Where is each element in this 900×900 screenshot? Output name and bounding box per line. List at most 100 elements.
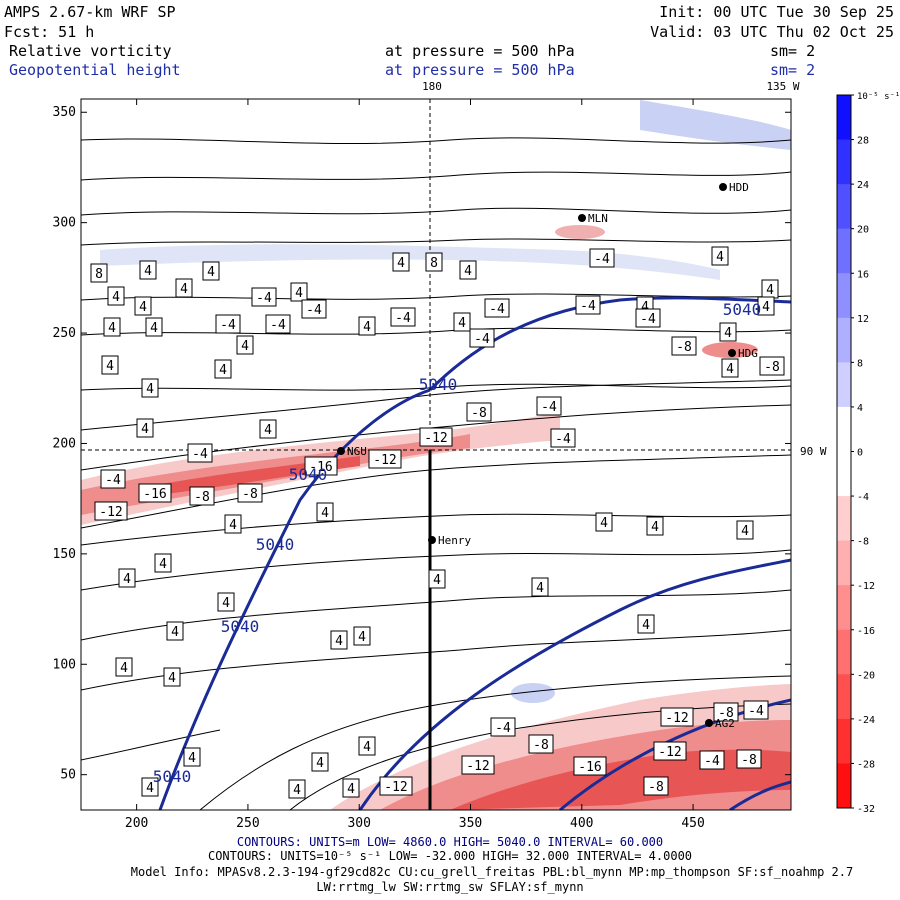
height-contour-label: 5040 <box>289 465 328 484</box>
contour-label-value: 4 <box>766 283 774 298</box>
station-dot <box>728 349 736 357</box>
contour-label: 4 <box>342 778 360 798</box>
contour-label-value: 4 <box>600 516 608 531</box>
field2-name: Geopotential height <box>9 61 181 79</box>
colorbar-segment <box>837 184 851 230</box>
colorbar-segment <box>837 95 851 141</box>
station-dot <box>428 536 436 544</box>
contour-label-box <box>428 569 446 589</box>
contour-label: 4 <box>183 747 201 767</box>
contour-label-value: -4 <box>220 318 236 333</box>
contour-label: 4 <box>721 358 739 378</box>
contour-label: -4 <box>536 396 562 416</box>
contour-label: -4 <box>390 307 416 327</box>
contour-label: 4 <box>103 317 121 337</box>
contour-label-box <box>390 307 416 327</box>
contour-label-value: 4 <box>159 557 167 572</box>
contour-label: -8 <box>713 702 739 722</box>
contour-label-value: 4 <box>397 256 405 271</box>
contour-label-box <box>358 316 376 336</box>
contour-label-box <box>94 501 128 521</box>
vorticity-blob-mln <box>555 225 605 239</box>
contour-label-box <box>107 286 125 306</box>
colorbar-tick-label: -28 <box>857 759 875 770</box>
contour-label: -8 <box>643 776 669 796</box>
station-marker: HDD <box>719 181 749 194</box>
colorbar-tick-label: 0 <box>857 448 863 459</box>
colorbar-segment <box>837 496 851 542</box>
colorbar-tick-label: 16 <box>857 269 869 280</box>
contour-label-value: -16 <box>143 487 166 502</box>
contour-label-value: -4 <box>105 473 121 488</box>
contour-label-value: -4 <box>580 299 596 314</box>
contour-label-box <box>721 358 739 378</box>
contour-label-box <box>469 328 495 348</box>
contour-label-value: 8 <box>95 267 103 282</box>
contour-label: 4 <box>141 777 159 797</box>
contour-label: 4 <box>290 282 308 302</box>
height-contour-label: 5040 <box>419 375 458 394</box>
contour-label: 4 <box>175 278 193 298</box>
contour-label-value: -4 <box>489 302 505 317</box>
contour-label: 4 <box>311 752 329 772</box>
colorbar-segment <box>837 317 851 363</box>
contour-label: 4 <box>259 419 277 439</box>
contour-label-value: 4 <box>112 290 120 305</box>
vorticity-positive-blob <box>511 683 555 703</box>
y-tick-label: 100 <box>53 657 76 672</box>
contour-label-box <box>368 449 402 469</box>
station-dot <box>578 214 586 222</box>
contour-label-value: 4 <box>141 422 149 437</box>
contour-label-value: 4 <box>150 321 158 336</box>
contour-label-box <box>224 514 242 534</box>
height-contour-label: 5040 <box>221 617 260 636</box>
y-tick-label: 150 <box>53 547 76 562</box>
contour-label-box <box>595 512 613 532</box>
contour-label-box <box>461 755 495 775</box>
contour-label: 4 <box>288 779 306 799</box>
contour-label: 4 <box>163 667 181 687</box>
colorbar-tick-label: -20 <box>857 670 875 681</box>
x-tick-label: 450 <box>681 816 704 831</box>
contour-label-value: 4 <box>264 423 272 438</box>
contour-label-box <box>304 456 338 476</box>
colorbar-tick-label: -8 <box>857 537 869 548</box>
contour-label-box <box>154 553 172 573</box>
contour-label: 4 <box>719 322 737 342</box>
station-label: NGU <box>347 445 367 458</box>
contour-label-value: -4 <box>555 432 571 447</box>
contour-label: 4 <box>459 260 477 280</box>
y-tick-label: 50 <box>60 768 76 783</box>
contour-label: 4 <box>428 569 446 589</box>
contour-label-box <box>671 336 697 356</box>
height-contours <box>158 296 791 810</box>
contour-label-value: 4 <box>762 300 770 315</box>
contour-label-value: -8 <box>741 753 757 768</box>
contour-label-value: 4 <box>741 524 749 539</box>
contour-labels: 4-4 4 44 -4 -4 44 4 48 4 44 84-4 44-4-4 44 4 -4 -4-4-44… <box>90 246 785 799</box>
contour-label: 4 <box>134 296 152 316</box>
contour-label-value: -4 <box>306 303 322 318</box>
contour-label: -4 <box>743 700 769 720</box>
contour-label-value: 4 <box>146 781 154 796</box>
contour-label-box <box>236 335 254 355</box>
contour-label-value: 4 <box>651 520 659 535</box>
contour-label: 4 <box>316 502 334 522</box>
contour-label-box <box>301 299 327 319</box>
contour-label-value: -4 <box>594 252 610 267</box>
contour-label-box <box>175 278 193 298</box>
contour-label-value: 4 <box>108 321 116 336</box>
contour-label-value: 4 <box>146 382 154 397</box>
contour-label: 4 <box>353 626 371 646</box>
contour-label-value: 4 <box>724 326 732 341</box>
contour-label-box <box>118 568 136 588</box>
contour-label-box <box>311 752 329 772</box>
contour-label-box <box>743 700 769 720</box>
vorticity-positive-band <box>100 244 720 280</box>
contour-label-box <box>719 322 737 342</box>
contour-label: 4 <box>154 553 172 573</box>
contour-label-box <box>713 702 739 722</box>
colorbar-segment <box>837 451 851 497</box>
contour-label-value: 4 <box>229 518 237 533</box>
contour-label: -12 <box>419 427 453 447</box>
